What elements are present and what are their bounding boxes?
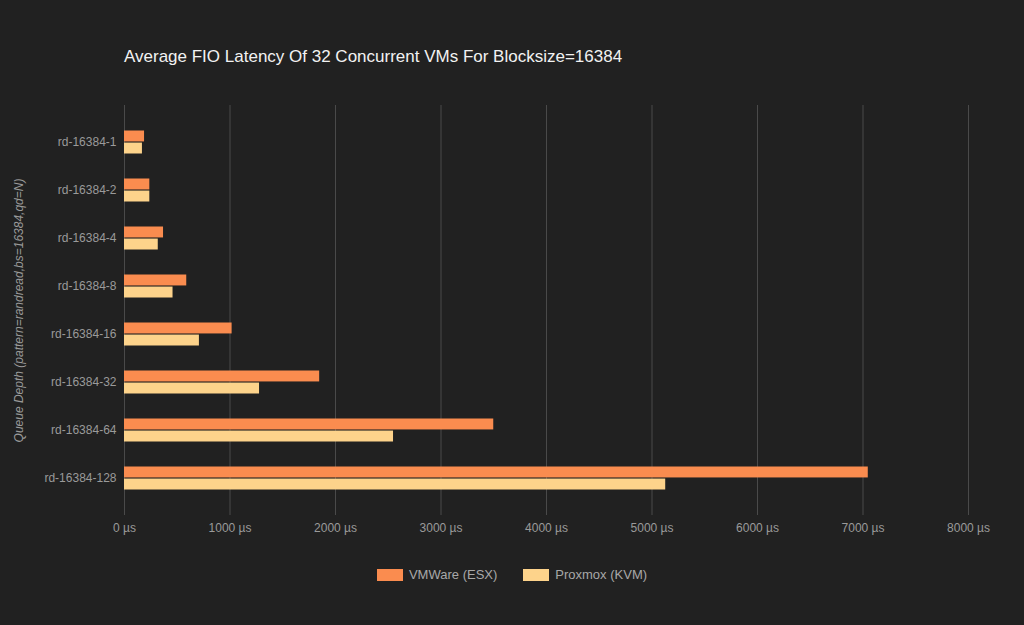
svg-text:7000 µs: 7000 µs: [842, 521, 885, 535]
svg-text:rd-16384-1: rd-16384-1: [58, 135, 117, 149]
svg-text:6000 µs: 6000 µs: [736, 521, 779, 535]
html-text:VMWare (ESX): VMWare (ESX): [409, 567, 498, 582]
svg-text:rd-16384-128: rd-16384-128: [44, 471, 116, 485]
svg-text:rd-16384-8: rd-16384-8: [58, 279, 117, 293]
svg-text:3000 µs: 3000 µs: [420, 521, 463, 535]
svg-text:2000 µs: 2000 µs: [314, 521, 357, 535]
svg-text:1000 µs: 1000 µs: [209, 521, 252, 535]
svg-text:5000 µs: 5000 µs: [631, 521, 674, 535]
svg-text:4000 µs: 4000 µs: [525, 521, 568, 535]
svg-text:rd-16384-2: rd-16384-2: [58, 183, 117, 197]
svg-text:rd-16384-64: rd-16384-64: [51, 423, 117, 437]
svg-text:rd-16384-16: rd-16384-16: [51, 327, 117, 341]
svg-text:rd-16384-4: rd-16384-4: [58, 231, 117, 245]
svg-text:0 µs: 0 µs: [113, 521, 136, 535]
svg-text:rd-16384-32: rd-16384-32: [51, 375, 117, 389]
html-text:Proxmox (KVM): Proxmox (KVM): [555, 567, 647, 582]
svg-text:8000 µs: 8000 µs: [947, 521, 990, 535]
html-text:Average FIO Latency Of 32 Conc: Average FIO Latency Of 32 Concurrent VMs…: [124, 47, 623, 66]
svg-text:Queue Depth (pattern=randread,: Queue Depth (pattern=randread,bs=16384,q…: [12, 179, 26, 443]
